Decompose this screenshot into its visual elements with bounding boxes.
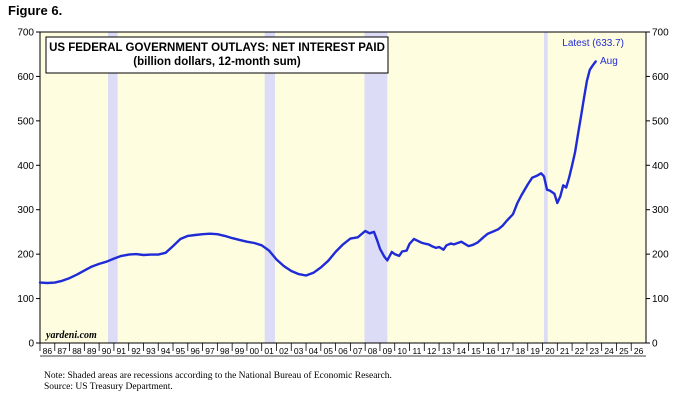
x-tick-label: 25 (619, 346, 629, 356)
y-tick-label-left: 500 (17, 116, 34, 127)
x-tick-label: 89 (87, 346, 97, 356)
x-tick-label: 04 (309, 346, 319, 356)
latest-label: Latest (633.7) (562, 38, 624, 49)
x-tick-label: 02 (279, 346, 289, 356)
x-tick-label: 97 (205, 346, 215, 356)
y-tick-label-right: 0 (652, 339, 658, 350)
x-tick-label: 17 (501, 346, 511, 356)
left-y-axis: 0 100 200 300 400 500 600 700 (17, 28, 40, 350)
x-tick-label: 87 (57, 346, 67, 356)
x-tick-label: 88 (72, 346, 82, 356)
x-tick-label: 94 (161, 346, 171, 356)
recession-band (107, 32, 118, 343)
x-tick-label: 00 (250, 346, 260, 356)
x-axis: 86 87 88 89 90 91 92 93 94 95 96 97 98 99 00 01 02 03 04 05… (39, 343, 646, 357)
y-tick-label-left: 100 (17, 294, 34, 305)
y-tick-label-left: 200 (17, 250, 34, 261)
recession-band (364, 32, 388, 343)
x-tick-label: 98 (220, 346, 230, 356)
watermark: yardeni.com (45, 330, 97, 341)
x-tick-label: 12 (427, 346, 437, 356)
recession-band (264, 32, 276, 343)
title-box-frame (45, 36, 389, 74)
latest-month-label: Aug (600, 56, 618, 67)
y-tick-label-right: 200 (652, 250, 669, 261)
y-tick-label-right: 500 (652, 116, 669, 127)
x-tick-label: 11 (412, 346, 421, 356)
x-tick-label: 16 (486, 346, 496, 356)
x-tick-label: 92 (131, 346, 141, 356)
x-tick-label: 10 (397, 346, 407, 356)
y-tick-label-right: 700 (652, 28, 669, 39)
x-tick-label: 20 (545, 346, 555, 356)
source-line: Source: US Treasury Department. (44, 382, 173, 392)
x-tick-label: 05 (323, 346, 333, 356)
y-tick-label-left: 700 (17, 28, 34, 39)
x-tick-label: 13 (442, 346, 452, 356)
x-tick-label: 03 (294, 346, 304, 356)
chart-title: US FEDERAL GOVERNMENT OUTLAYS: NET INTER… (49, 42, 385, 54)
x-tick-label: 95 (176, 346, 186, 356)
note-line: Note: Shaded areas are recessions accord… (44, 371, 392, 381)
x-tick-label: 14 (457, 346, 467, 356)
x-tick-label: 18 (516, 346, 526, 356)
x-tick-label: 26 (634, 346, 644, 356)
y-tick-label-left: 0 (28, 339, 34, 350)
x-tick-label: 08 (368, 346, 378, 356)
x-tick-label: 21 (560, 346, 570, 356)
y-tick-label-left: 300 (17, 205, 34, 216)
title-box: US FEDERAL GOVERNMENT OUTLAYS: NET INTER… (45, 36, 389, 74)
series-line-net-interest (38, 60, 597, 285)
x-tick-label: 24 (604, 346, 614, 356)
x-tick-label: 93 (146, 346, 156, 356)
y-tick-label-right: 300 (652, 205, 669, 216)
x-tick-label: 23 (590, 346, 600, 356)
x-tick-label: 19 (530, 346, 540, 356)
x-tick-label: 15 (471, 346, 481, 356)
x-tick-label: 22 (575, 346, 585, 356)
y-tick-label-left: 400 (17, 161, 34, 172)
x-tick-label: 06 (338, 346, 348, 356)
x-tick-label: 01 (264, 346, 274, 356)
plot-frame (39, 31, 647, 344)
y-tick-label-right: 600 (652, 72, 669, 83)
x-tick-label: 09 (383, 346, 393, 356)
plot-area (40, 32, 646, 343)
x-tick-label: 91 (117, 346, 127, 356)
x-tick-label: 90 (102, 346, 112, 356)
chart-subtitle: (billion dollars, 12-month sum) (133, 56, 301, 68)
y-tick-label-left: 600 (17, 72, 34, 83)
x-tick-label: 96 (190, 346, 200, 356)
y-tick-label-right: 100 (652, 294, 669, 305)
x-tick-label: 86 (43, 346, 53, 356)
x-tick-label: 07 (353, 346, 363, 356)
y-tick-label-right: 400 (652, 161, 669, 172)
figure-label: Figure 6. (8, 3, 63, 18)
right-y-axis: 0 100 200 300 400 500 600 700 (646, 28, 669, 350)
footnotes: Note: Shaded areas are recessions accord… (44, 371, 392, 393)
x-tick-label: 99 (235, 346, 245, 356)
